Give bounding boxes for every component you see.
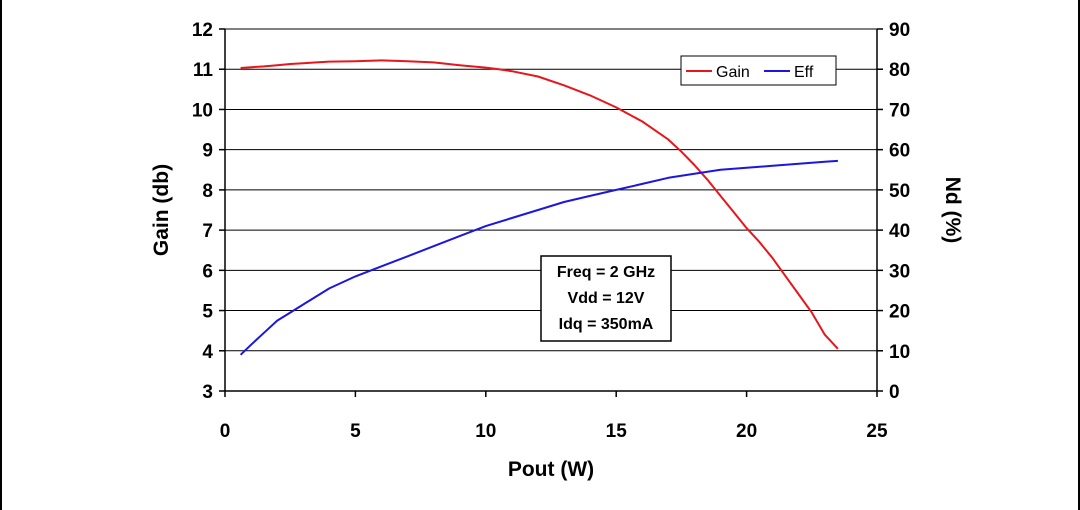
y-tick-label: 7 — [202, 221, 213, 242]
y-tick-label: 12 — [192, 20, 213, 41]
annotation-line: Idq = 350mA — [559, 316, 654, 333]
y-tick-label: 11 — [193, 60, 214, 81]
tick-labels: 3 4 5 6 7 8 9 10 11 12 0 10 20 30 40 50 60 70 80 90 0 5 10 15 20… — [192, 20, 910, 442]
y-tick-label: 6 — [202, 261, 213, 282]
y-tick-label: 10 — [192, 100, 213, 121]
y2-tick-label: 80 — [889, 60, 910, 81]
x-axis-title: Pout (W) — [508, 458, 594, 481]
legend: Gain Eff — [680, 55, 837, 86]
y2-axis-title: Nd (%) — [941, 177, 964, 244]
y2-tick-label: 50 — [889, 181, 910, 202]
annotation-line: Vdd = 12V — [568, 290, 645, 307]
y2-tick-label: 90 — [889, 20, 910, 41]
series-line-gain — [240, 59, 839, 350]
y2-tick-label: 10 — [889, 342, 910, 363]
y-tick-label: 8 — [202, 181, 213, 202]
annotation-line: Freq = 2 GHz — [557, 264, 655, 281]
legend-label-gain: Gain — [716, 64, 750, 81]
y2-tick-label: 0 — [889, 382, 900, 403]
y2-tick-label: 70 — [889, 100, 910, 121]
axes — [224, 29, 878, 392]
series-lines — [239, 59, 839, 356]
y-tick-label: 5 — [202, 302, 213, 323]
series-line-eff — [239, 159, 838, 356]
legend-label-eff: Eff — [794, 64, 814, 81]
y-tick-label: 9 — [202, 141, 213, 162]
x-tick-label: 25 — [866, 421, 888, 442]
y2-tick-label: 30 — [889, 261, 910, 282]
x-tick-label: 0 — [220, 421, 231, 442]
x-tick-label: 15 — [606, 421, 628, 442]
y-tick-label: 3 — [202, 382, 213, 403]
y-axis-title: Gain (db) — [150, 164, 173, 256]
y2-tick-label: 20 — [889, 302, 910, 323]
annotation-frame — [540, 255, 672, 342]
y2-tick-label: 60 — [889, 141, 910, 162]
annotation-box: Freq = 2 GHz Vdd = 12V Idq = 350mA — [540, 255, 672, 342]
y-tick-label: 4 — [202, 342, 213, 363]
x-tick-label: 10 — [475, 421, 496, 442]
y2-tick-label: 40 — [889, 221, 910, 242]
x-tick-label: 5 — [350, 421, 361, 442]
x-tick-label: 20 — [736, 421, 757, 442]
